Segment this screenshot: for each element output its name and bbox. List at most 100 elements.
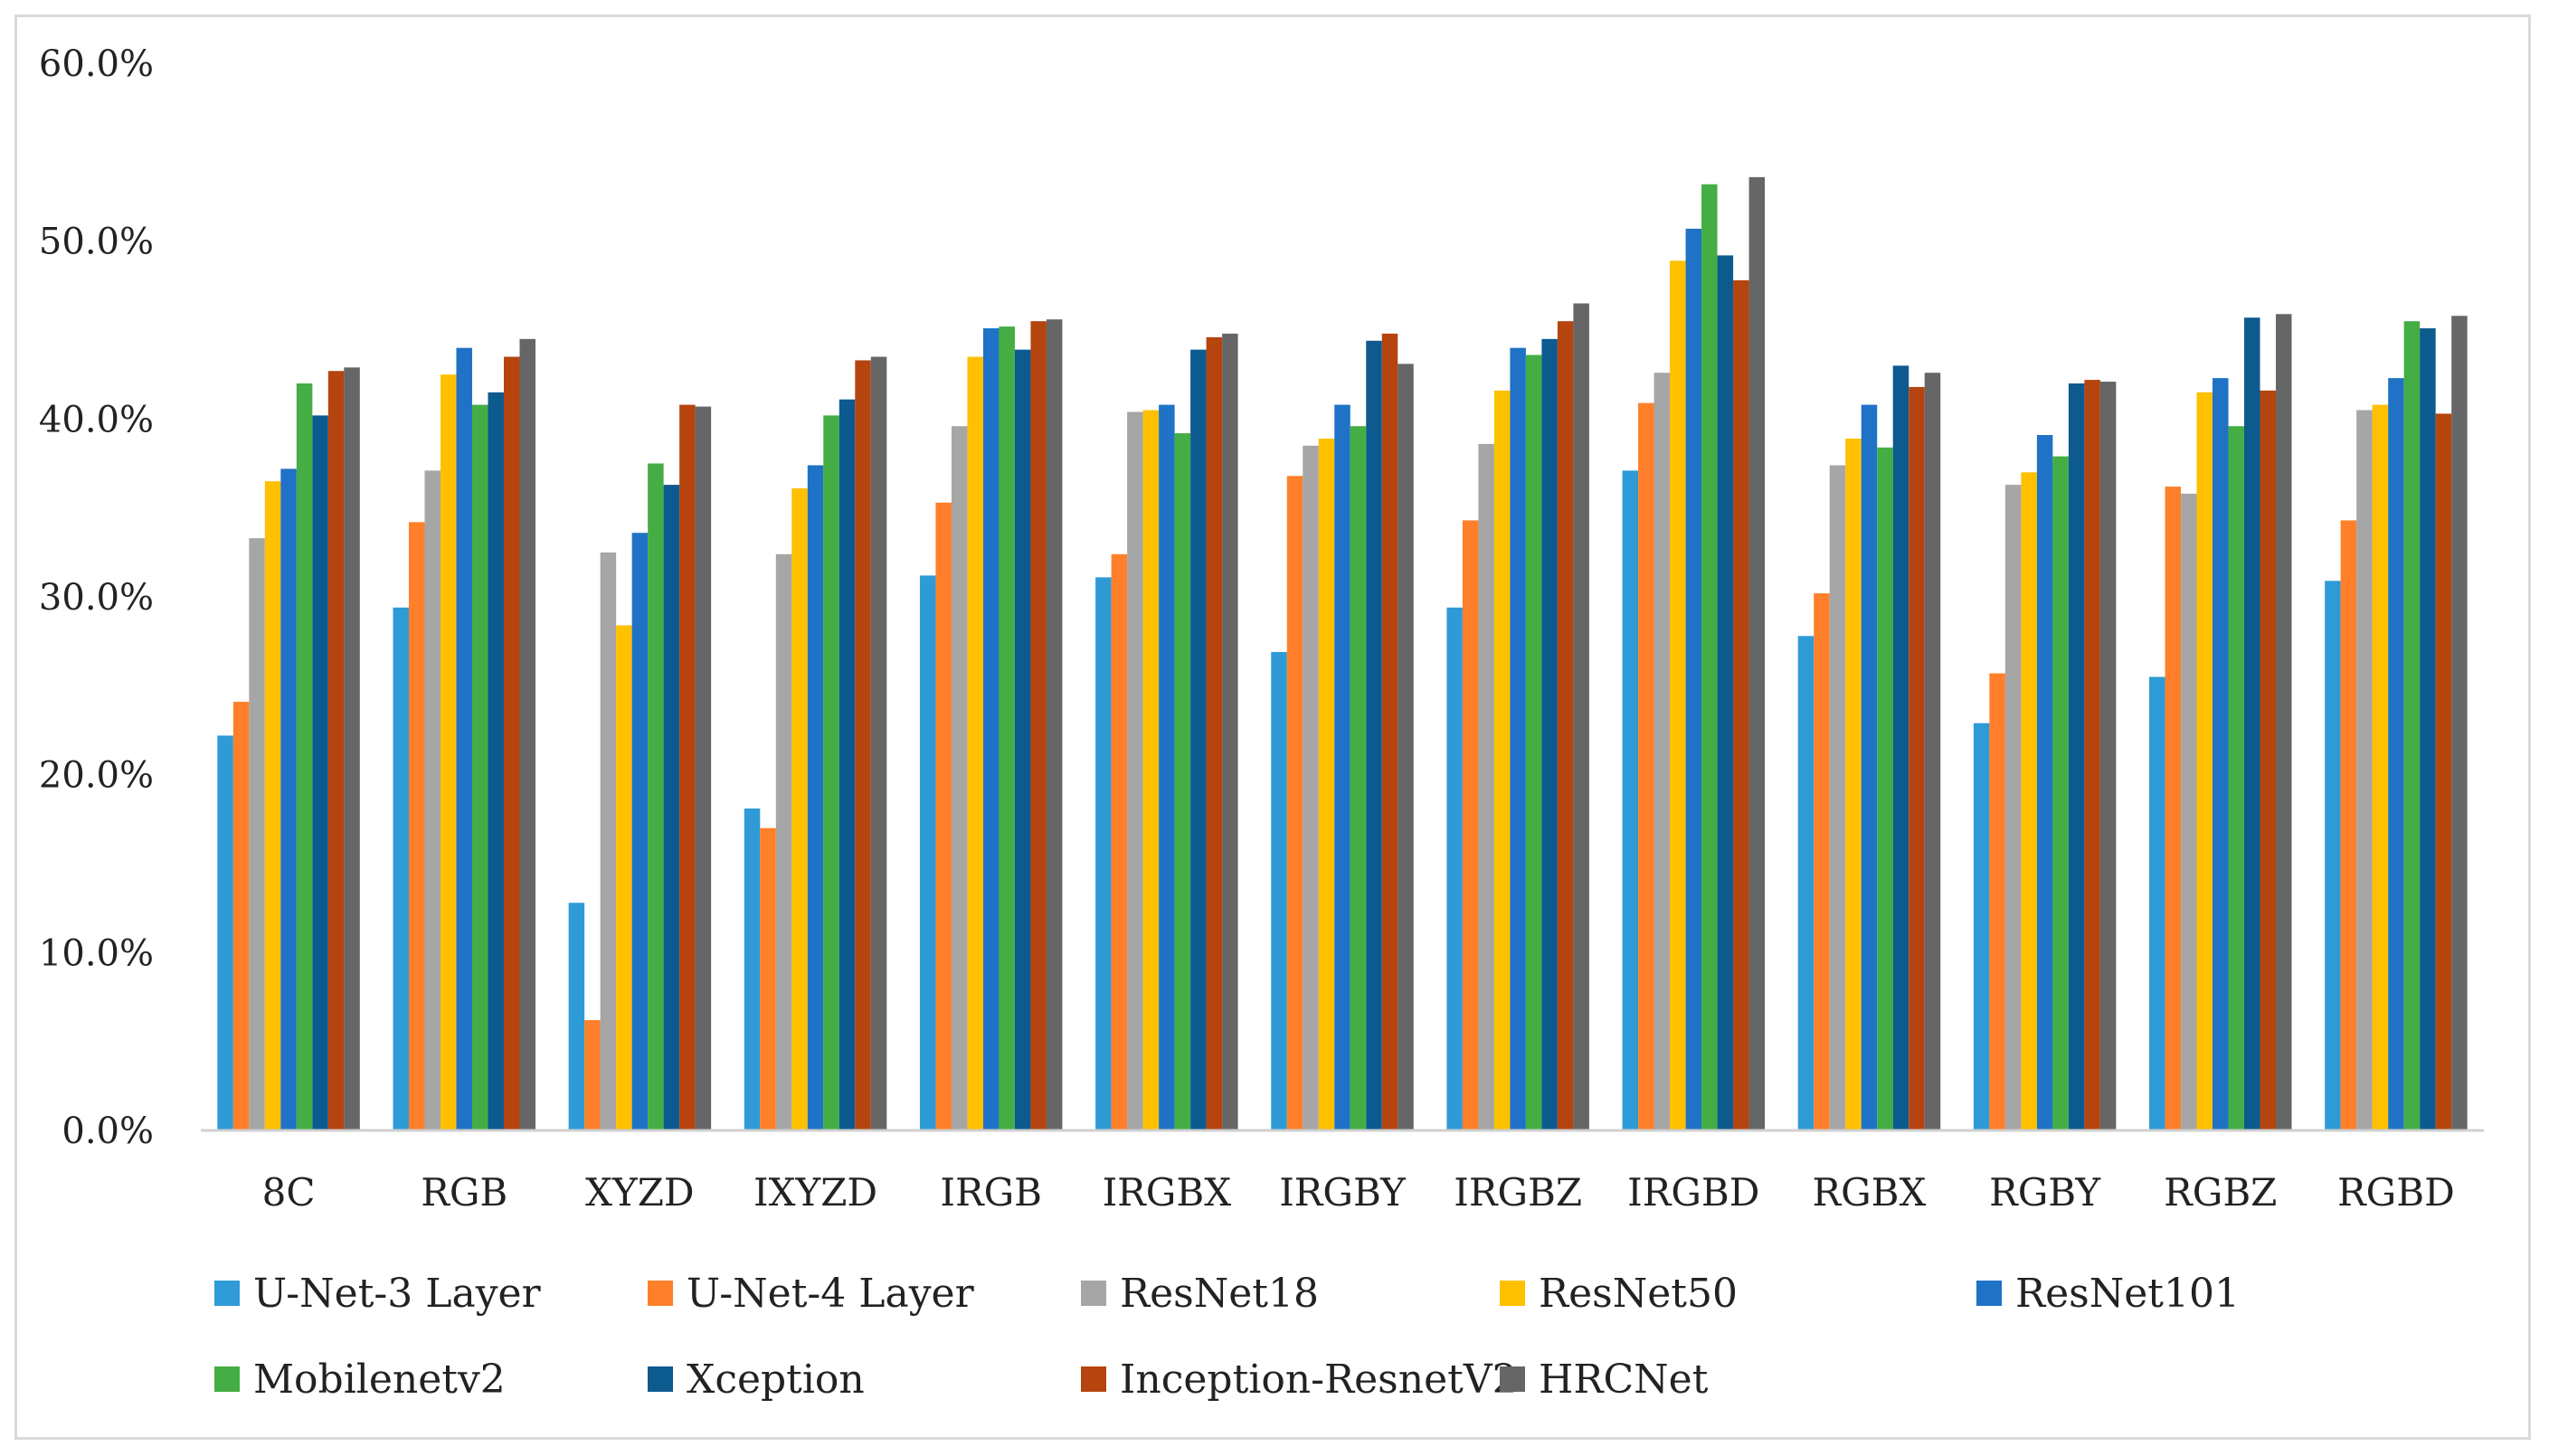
bar-irgb-resnet50 (967, 356, 983, 1130)
bar-8c-mobilenetv2 (296, 383, 313, 1130)
legend-label: Inception-ResnetV2 (1120, 1357, 1518, 1403)
bar-irgbz-xception (1541, 338, 1558, 1131)
bar-irgb-u-net-3-layer (919, 575, 936, 1130)
y-tick-label: 0.0% (62, 1111, 154, 1152)
bar-rgby-xception (2068, 383, 2085, 1130)
bar-rgbd-u-net-4-layer (2340, 520, 2357, 1130)
x-tick-label: RGBX (1812, 1170, 1926, 1215)
bar-8c-resnet101 (280, 468, 297, 1130)
bar-irgb-resnet18 (951, 426, 968, 1130)
bar-rgbz-inception-resnetv2 (2260, 390, 2277, 1130)
bar-rgb-inception-resnetv2 (503, 356, 520, 1130)
bar-rgbd-resnet101 (2388, 378, 2404, 1131)
legend-swatch (1081, 1366, 1106, 1392)
legend-swatch (1500, 1281, 1525, 1306)
bar-irgbz-mobilenetv2 (1525, 355, 1542, 1130)
bar-irgby-xception (1366, 340, 1382, 1130)
bar-rgbz-u-net-4-layer (2165, 487, 2182, 1130)
bar-rgbz-u-net-3-layer (2149, 676, 2165, 1130)
bar-rgb-resnet101 (456, 347, 472, 1130)
bar-irgbz-resnet18 (1478, 443, 1494, 1130)
bar-rgbx-inception-resnetv2 (1909, 386, 1925, 1130)
bar-8c-u-net-3-layer (217, 735, 233, 1130)
bar-irgbx-inception-resnetv2 (1206, 336, 1223, 1130)
bar-irgbd-resnet18 (1654, 373, 1671, 1130)
x-tick-label: IRGBZ (1454, 1170, 1582, 1215)
bar-xyzd-u-net-4-layer (584, 1020, 601, 1130)
bar-irgby-resnet50 (1318, 438, 1335, 1131)
bar-rgby-resnet101 (2036, 435, 2053, 1130)
bar-rgbd-mobilenetv2 (2403, 321, 2421, 1130)
bar-ixyzd-resnet50 (791, 488, 808, 1130)
bar-irgbx-u-net-3-layer (1095, 577, 1112, 1130)
bar-rgbd-hrcnet (2451, 316, 2468, 1130)
legend-swatch (648, 1281, 673, 1306)
bar-rgb-resnet18 (424, 470, 441, 1130)
bar-xyzd-inception-resnetv2 (679, 404, 696, 1131)
bar-8c-xception (312, 415, 328, 1130)
bar-irgb-resnet101 (982, 328, 1000, 1130)
bar-xyzd-xception (663, 485, 680, 1130)
bar-rgb-u-net-3-layer (393, 607, 409, 1130)
bar-rgbx-resnet101 (1861, 404, 1878, 1131)
bar-rgbx-resnet50 (1845, 438, 1862, 1131)
bar-irgbd-inception-resnetv2 (1733, 279, 1749, 1130)
bar-irgbd-resnet101 (1685, 228, 1702, 1130)
legend-swatch (1081, 1281, 1106, 1306)
bar-irgbx-u-net-4-layer (1111, 553, 1128, 1130)
bar-rgbz-resnet18 (2181, 493, 2197, 1130)
bar-rgbx-xception (1892, 365, 1909, 1131)
bar-irgby-hrcnet (1398, 364, 1414, 1130)
bar-ixyzd-u-net-4-layer (760, 827, 776, 1130)
legend-label: Mobilenetv2 (253, 1357, 506, 1403)
bar-irgb-xception (1014, 349, 1031, 1130)
legend-swatch (1976, 1281, 2002, 1306)
legend-label: ResNet18 (1120, 1271, 1319, 1317)
x-tick-label: RGBY (1989, 1170, 2101, 1215)
bar-irgbz-resnet50 (1493, 390, 1511, 1130)
bar-rgbx-hrcnet (1924, 373, 1941, 1130)
bar-rgbd-xception (2420, 328, 2436, 1130)
legend-swatch (1500, 1366, 1525, 1392)
bar-irgbx-mobilenetv2 (1174, 433, 1191, 1130)
bar-rgby-inception-resnetv2 (2084, 380, 2100, 1130)
bar-irgbx-resnet50 (1142, 410, 1160, 1130)
x-tick-label: IRGBX (1103, 1170, 1232, 1215)
bar-irgbz-resnet101 (1510, 347, 1526, 1130)
bar-rgby-mobilenetv2 (2052, 456, 2069, 1130)
x-axis-labels: 8C RGB XYZD IXYZD IRGB IRGBX IRGBY IRGBZ IRGBD RG… (262, 1170, 2455, 1215)
y-tick-label: 50.0% (39, 222, 154, 263)
bar-rgbz-resnet50 (2196, 392, 2213, 1131)
bar-rgby-hrcnet (2099, 382, 2117, 1130)
bar-irgbx-resnet18 (1127, 411, 1143, 1131)
x-tick-label: IRGBY (1279, 1170, 1407, 1215)
bar-irgby-mobilenetv2 (1350, 426, 1367, 1130)
bar-rgbz-hrcnet (2276, 314, 2292, 1130)
bar-irgbd-xception (1717, 255, 1734, 1130)
bar-8c-inception-resnetv2 (327, 371, 345, 1131)
x-tick-label: IXYZD (753, 1170, 877, 1215)
bar-irgby-resnet101 (1334, 404, 1350, 1131)
bar-xyzd-hrcnet (695, 406, 712, 1130)
bar-rgby-u-net-4-layer (1989, 673, 2005, 1130)
bar-irgb-inception-resnetv2 (1030, 321, 1047, 1130)
legend-swatch (214, 1366, 240, 1392)
bar-ixyzd-resnet101 (807, 465, 824, 1130)
bar-ixyzd-inception-resnetv2 (855, 360, 871, 1130)
bar-8c-resnet18 (249, 538, 265, 1130)
y-axis-ticks: 0.0% 10.0% 20.0% 30.0% 40.0% 50.0% 60.0% (39, 43, 154, 1152)
legend-swatch (214, 1281, 240, 1306)
bar-ixyzd-mobilenetv2 (823, 415, 839, 1130)
bar-ixyzd-xception (839, 399, 856, 1130)
legend-swatch (648, 1366, 673, 1392)
y-tick-label: 30.0% (39, 577, 154, 619)
legend-label: Xception (687, 1357, 865, 1403)
bar-irgbz-inception-resnetv2 (1557, 321, 1574, 1130)
bar-irgb-mobilenetv2 (999, 326, 1015, 1130)
bar-xyzd-u-net-3-layer (568, 903, 585, 1130)
bar-rgbz-resnet101 (2213, 378, 2229, 1131)
legend-label: ResNet101 (2015, 1271, 2240, 1317)
bar-8c-u-net-4-layer (232, 702, 250, 1130)
bar-xyzd-resnet101 (631, 533, 649, 1130)
bar-xyzd-mobilenetv2 (648, 463, 664, 1130)
